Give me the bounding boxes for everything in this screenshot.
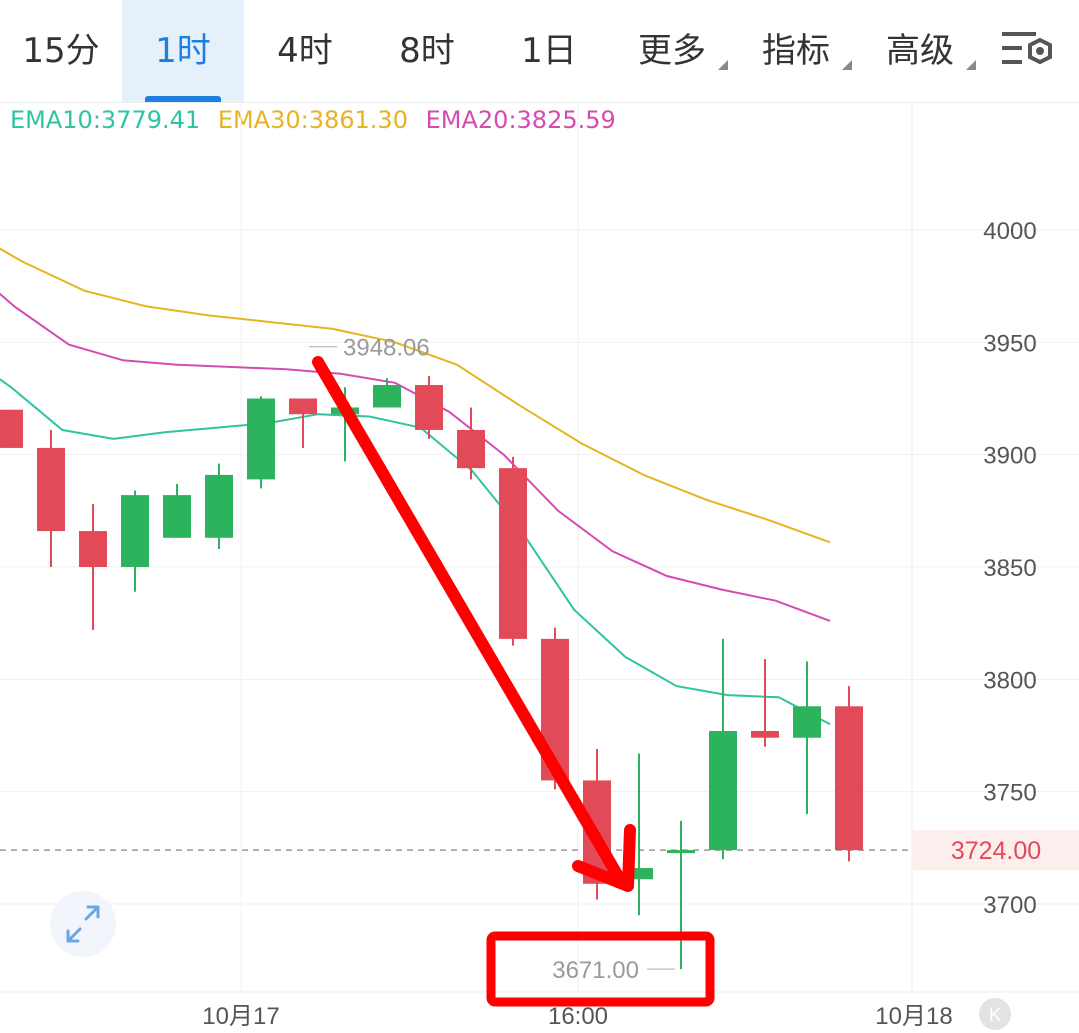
dropdown-caret-icon xyxy=(718,60,728,70)
annotation-arrow-head xyxy=(572,824,636,892)
candle-body xyxy=(247,398,275,480)
jump-latest-icon: K xyxy=(989,1005,1001,1025)
tab-4[interactable]: 8时 xyxy=(366,0,488,102)
candle-body xyxy=(373,385,401,408)
ema30-label: EMA30:3861.30 xyxy=(217,106,408,134)
ema-legend: EMA10:3779.41 EMA30:3861.30 EMA20:3825.5… xyxy=(10,106,626,134)
candle-body xyxy=(751,731,779,738)
price-tick-label: 3700 xyxy=(983,892,1036,919)
tab-label: 指标 xyxy=(762,31,830,71)
tab-5[interactable]: 1日 xyxy=(488,0,610,102)
time-axis-label: 10月17 xyxy=(202,1003,279,1030)
candle-body xyxy=(163,495,191,538)
candle-body xyxy=(667,850,695,854)
price-tick-label: 4000 xyxy=(983,218,1036,245)
time-axis-label: 16:00 xyxy=(548,1003,608,1030)
tab-label: 1日 xyxy=(521,31,577,71)
chart-settings-button[interactable] xyxy=(1000,26,1056,76)
price-tick-label: 3750 xyxy=(983,780,1036,807)
tab-6[interactable]: 更多 xyxy=(610,0,734,102)
current-price-label: 3724.00 xyxy=(951,837,1041,865)
price-tick-label: 3850 xyxy=(983,555,1036,582)
fullscreen-button[interactable] xyxy=(50,891,116,957)
interval-tab-bar: 15分 1时 4时 8时 1日 更多 指标 高级 xyxy=(0,0,1079,103)
candle-body xyxy=(793,706,821,738)
tab-1[interactable]: 15分 xyxy=(0,0,122,102)
jump-latest-button[interactable] xyxy=(979,998,1011,1030)
candle-body xyxy=(0,409,23,448)
tab-3[interactable]: 4时 xyxy=(244,0,366,102)
tab-label: 高级 xyxy=(886,31,954,71)
annotation-arrow-shaft xyxy=(312,356,624,882)
high-price-label: 3948.06 xyxy=(343,335,430,362)
tab-label: 更多 xyxy=(638,31,706,71)
dropdown-caret-icon xyxy=(842,60,852,70)
price-tick-label: 3950 xyxy=(983,330,1036,357)
candle-body xyxy=(625,868,653,880)
tab-8[interactable]: 高级 xyxy=(858,0,982,102)
ema10-line xyxy=(0,378,831,726)
ema20-line xyxy=(0,292,831,622)
ema30-line xyxy=(0,247,831,544)
dropdown-caret-icon xyxy=(966,60,976,70)
tab-label: 15分 xyxy=(22,31,100,71)
candle-body xyxy=(835,706,863,851)
time-axis-label: 10月18 xyxy=(875,1003,952,1030)
kline-chart[interactable]: 4000 3950 3900 3850 3800 3750 3700 10月17 16:00 10… xyxy=(0,102,1079,1033)
tab-7[interactable]: 指标 xyxy=(734,0,858,102)
candle-body xyxy=(499,468,527,639)
tab-label: 8时 xyxy=(399,31,455,71)
current-price-tag xyxy=(912,830,1079,871)
candle-body xyxy=(205,474,233,538)
ema20-label: EMA20:3825.59 xyxy=(425,106,616,134)
candle-body xyxy=(79,531,107,567)
expand-icon xyxy=(66,905,100,943)
candle-body xyxy=(289,398,317,415)
price-tick-label: 3800 xyxy=(983,667,1036,694)
candle-body xyxy=(37,447,65,532)
price-tick-label: 3900 xyxy=(983,443,1036,470)
candle-body xyxy=(457,429,485,469)
candle-body xyxy=(415,385,443,430)
candle-body xyxy=(709,731,737,851)
candle-body xyxy=(121,495,149,567)
chart-settings-icon xyxy=(1002,32,1052,65)
ema10-label: EMA10:3779.41 xyxy=(10,106,201,134)
tab-2[interactable]: 1时 xyxy=(122,0,244,102)
tab-label: 1时 xyxy=(155,31,211,71)
tab-label: 4时 xyxy=(277,31,333,71)
low-price-label: 3671.00 xyxy=(552,957,639,984)
active-tab-indicator xyxy=(145,96,221,102)
annotation-box xyxy=(486,931,715,1007)
